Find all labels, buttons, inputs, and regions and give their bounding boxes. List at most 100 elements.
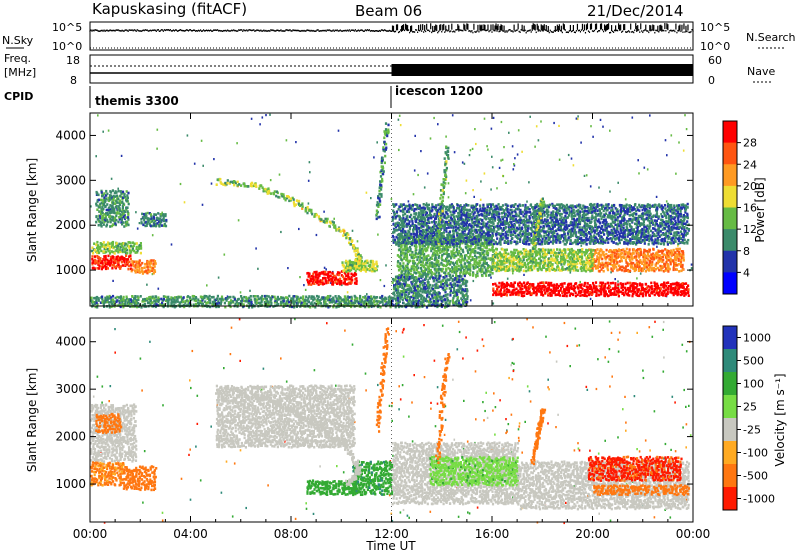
echo-pixel xyxy=(457,239,460,242)
echo-pixel xyxy=(507,252,510,256)
echo-pixel xyxy=(593,284,596,287)
echo-pixel xyxy=(431,243,434,246)
echo-pixel xyxy=(677,292,680,296)
echo-pixel xyxy=(415,271,418,275)
echo-pixel xyxy=(488,203,491,206)
echo-pixel xyxy=(162,213,165,216)
echo-pixel xyxy=(127,191,130,195)
echo-pixel xyxy=(121,222,124,226)
echo-pixel xyxy=(370,266,373,269)
echo-pixel xyxy=(491,166,494,169)
echo-pixel xyxy=(634,256,638,260)
echo-pixel xyxy=(468,268,471,271)
echo-pixel xyxy=(660,268,663,272)
echo-pixel xyxy=(646,249,649,253)
echo-pixel xyxy=(674,282,677,285)
nsearch-tick-top: 10^5 xyxy=(700,21,730,34)
echo-pixel xyxy=(499,288,502,292)
echo-pixel xyxy=(532,260,535,264)
echo-pixel xyxy=(479,242,482,245)
echo-pixel xyxy=(358,266,361,270)
echo-pixel xyxy=(585,174,588,177)
echo-pixel xyxy=(355,277,358,280)
echo-pixel xyxy=(500,262,503,266)
echo-pixel xyxy=(575,268,578,272)
echo-pixel xyxy=(108,264,112,267)
echo-pixel xyxy=(121,257,124,261)
echo-pixel xyxy=(620,283,623,287)
echo-pixel xyxy=(154,219,157,223)
echo-pixel xyxy=(493,242,496,246)
echo-pixel xyxy=(603,253,606,257)
echo-pixel xyxy=(143,213,146,216)
echo-pixel xyxy=(617,287,620,290)
echo-pixel xyxy=(109,217,112,221)
echo-pixel xyxy=(138,265,141,269)
echo-pixel xyxy=(102,223,105,226)
echo-pixel xyxy=(120,218,123,222)
echo-pixel xyxy=(650,290,654,294)
echo-pixel xyxy=(99,214,102,218)
echo-pixel xyxy=(105,189,108,193)
echo-pixel xyxy=(101,261,104,265)
echo-pixel xyxy=(399,232,402,236)
echo-pixel xyxy=(164,213,167,216)
echo-pixel xyxy=(474,234,477,238)
echo-pixel xyxy=(139,242,142,245)
echo-pixel xyxy=(617,280,619,283)
echo-pixel xyxy=(595,251,598,254)
echo-pixel xyxy=(660,258,663,261)
echo-pixel xyxy=(429,211,432,214)
echo-pixel xyxy=(141,261,144,265)
echo-pixel xyxy=(410,240,413,244)
echo-pixel xyxy=(644,283,648,286)
echo-pixel xyxy=(437,254,440,258)
echo-pixel xyxy=(420,150,422,153)
echo-pixel xyxy=(499,256,502,260)
echo-pixel xyxy=(418,272,421,276)
echo-pixel xyxy=(441,250,444,253)
echo-pixel xyxy=(605,248,608,252)
echo-pixel xyxy=(104,218,107,222)
echo-pixel xyxy=(127,216,130,219)
echo-pixel xyxy=(490,127,493,130)
echo-pixel xyxy=(589,269,592,273)
echo-pixel xyxy=(119,214,122,218)
echo-pixel xyxy=(634,291,637,294)
echo-pixel xyxy=(115,242,118,245)
echo-pixel xyxy=(475,217,478,221)
echo-pixel xyxy=(427,232,430,236)
echo-pixel xyxy=(513,281,517,284)
echo-pixel xyxy=(496,206,499,209)
echo-pixel xyxy=(428,262,432,265)
echo-pixel xyxy=(442,240,445,244)
echo-pixel xyxy=(120,192,123,195)
echo-pixel xyxy=(421,224,424,227)
echo-pixel xyxy=(447,262,450,266)
echo-pixel xyxy=(144,224,147,228)
echo-pixel xyxy=(99,242,102,245)
echo-pixel xyxy=(682,291,685,295)
echo-pixel xyxy=(542,284,546,288)
echo-pixel xyxy=(520,251,524,255)
echo-pixel xyxy=(492,259,495,262)
echo-pixel xyxy=(581,287,584,291)
echo-pixel xyxy=(566,248,570,251)
echo-pixel xyxy=(95,204,98,207)
echo-pixel xyxy=(516,260,519,264)
echo-pixel xyxy=(478,259,481,263)
echo-pixel xyxy=(676,287,679,291)
echo-pixel xyxy=(404,249,407,252)
echo-pixel xyxy=(447,223,450,227)
echo-pixel xyxy=(432,236,435,240)
echo-pixel xyxy=(561,290,564,294)
echo-pixel xyxy=(613,252,616,255)
echo-region xyxy=(492,281,690,298)
echo-pixel xyxy=(628,257,631,260)
echo-pixel xyxy=(648,263,651,267)
echo-pixel xyxy=(550,255,553,258)
echo-pixel xyxy=(464,208,467,211)
echo-pixel xyxy=(465,208,468,212)
echo-pixel xyxy=(607,261,610,265)
echo-pixel xyxy=(580,252,583,256)
